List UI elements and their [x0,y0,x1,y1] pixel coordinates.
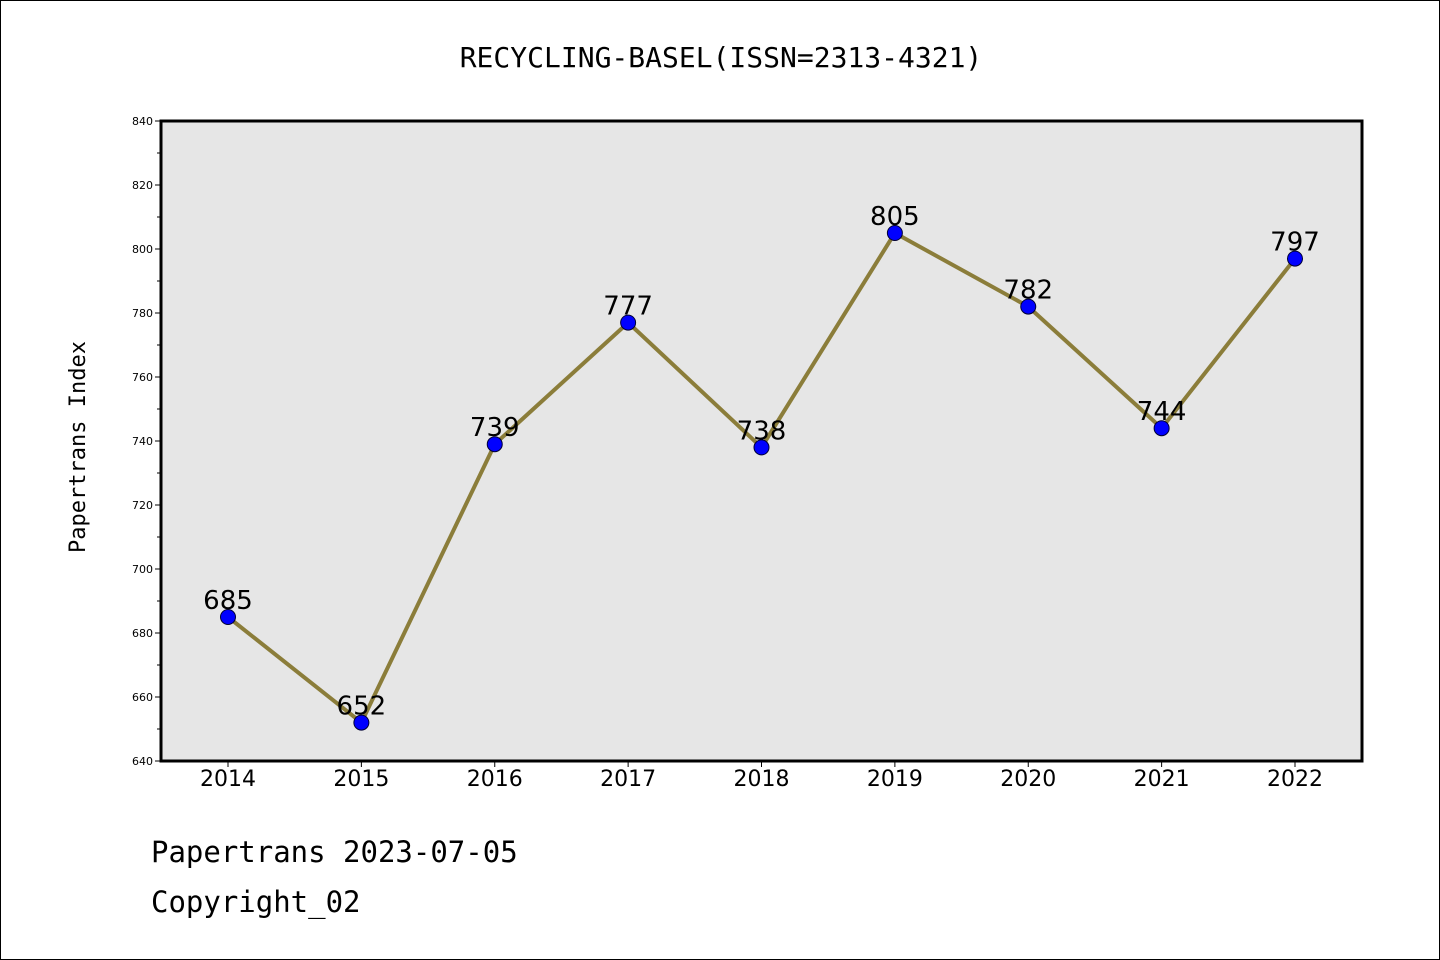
data-point [1287,250,1303,267]
data-label: 777 [603,292,653,322]
chart-title: RECYCLING-BASEL(ISSN=2313-4321) [460,41,983,74]
data-point [753,439,770,456]
data-label: 797 [1270,228,1320,258]
y-tick-label: 740 [132,435,153,448]
data-point [486,436,503,453]
x-tick-label: 2018 [734,767,790,792]
data-label: 744 [1137,397,1187,427]
y-tick-label: 840 [132,115,153,128]
y-axis-label: Papertrans Index [66,341,91,553]
x-tick-label: 2017 [600,767,656,792]
x-tick-label: 2019 [867,767,923,792]
data-labels: 685 652 739 777 738 805 782 744 797 [203,202,1320,722]
x-tick-label: 2021 [1134,767,1190,792]
data-point [220,609,236,625]
x-tick-label: 2016 [467,767,523,792]
data-point [1153,420,1170,437]
y-tick-label: 800 [132,243,153,256]
y-tick-label: 680 [132,627,153,640]
data-point [1020,298,1037,315]
x-tick-label: 2020 [1000,767,1056,792]
data-point [886,225,903,241]
y-tick-label: 820 [132,179,153,192]
data-label: 685 [203,586,253,616]
x-axis-ticks: 2014 2015 2016 2017 2018 2019 2020 2021 2022 [200,761,1323,792]
x-tick-label: 2022 [1267,767,1323,792]
data-label: 738 [737,416,787,446]
footer-copyright: Copyright_02 [151,885,361,919]
data-label: 652 [337,692,387,722]
data-label: 739 [470,413,520,443]
y-tick-label: 660 [132,691,153,704]
data-point [620,314,637,331]
footer-date-line: Papertrans 2023-07-05 [151,835,518,869]
y-tick-label: 700 [132,563,153,576]
y-axis-ticks: 640 660 680 700 720 740 760 780 800 820 840 [132,115,161,768]
y-tick-label: 640 [132,755,153,768]
data-label: 782 [1003,276,1053,306]
data-point [353,714,370,731]
x-tick-label: 2015 [333,767,389,792]
y-tick-label: 720 [132,499,153,512]
y-tick-label: 780 [132,307,153,320]
data-label: 805 [870,202,920,232]
x-tick-label: 2014 [200,767,256,792]
y-tick-label: 760 [132,371,153,384]
data-markers [220,225,1303,731]
